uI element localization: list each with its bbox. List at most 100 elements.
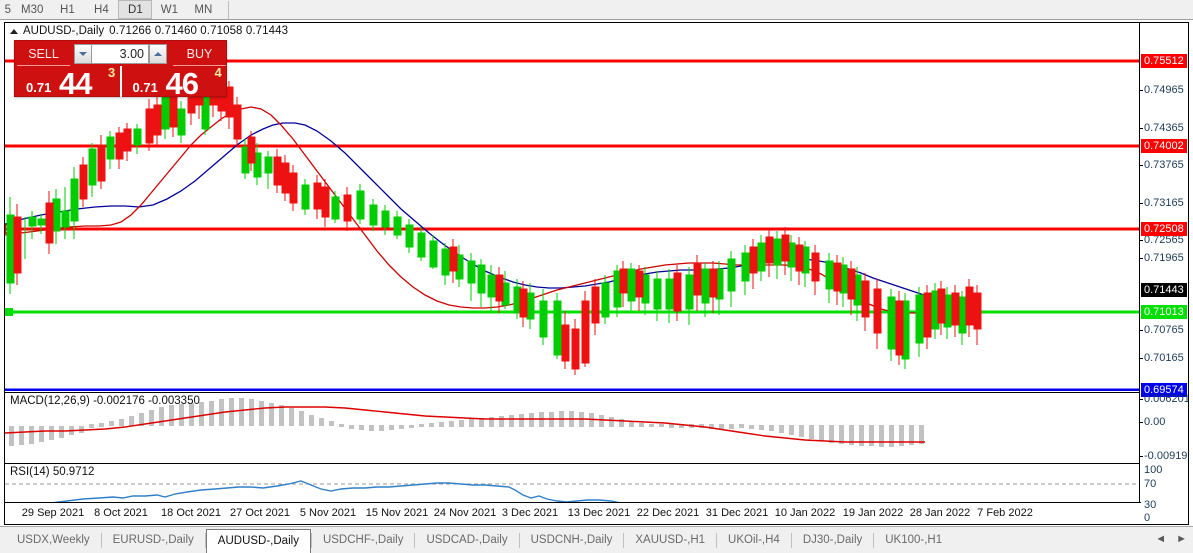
date-axis-label: 8 Oct 2021: [94, 507, 148, 519]
price-tick-label: 0.74965: [1140, 84, 1184, 96]
date-axis-label: 3 Dec 2021: [501, 507, 559, 519]
sell-price-quote[interactable]: 0.71 44 3: [15, 66, 120, 97]
tab-separator: [623, 532, 625, 548]
symbol-tab[interactable]: UKOil-,H4: [728, 534, 780, 546]
date-axis-label: 5 Nov 2021: [299, 507, 357, 519]
buy-price-quote[interactable]: 0.71 46 4: [119, 66, 227, 97]
ma-fast-line: [5, 106, 929, 314]
volume-input[interactable]: 3.00: [92, 43, 149, 64]
price-tick-label: 0.73165: [1140, 197, 1184, 209]
tab-separator: [310, 532, 312, 548]
date-axis-label: 27 Oct 2021: [230, 507, 290, 519]
triangle-up-icon[interactable]: [10, 28, 18, 34]
chart-symbol-period: AUDUSD-,Daily: [23, 25, 105, 37]
timeframe-button-mn[interactable]: MN: [194, 3, 213, 16]
timeframe-button-5[interactable]: 5: [4, 3, 11, 16]
macd-scale-label: -0.009197: [1140, 450, 1188, 462]
symbol-tab[interactable]: USDCNH-,Daily: [530, 534, 613, 546]
date-axis-label: 31 Dec 2021: [705, 507, 769, 519]
macd-label: MACD(12,26,9) -0.002176 -0.003350: [10, 395, 200, 407]
timeframe-button-w1[interactable]: W1: [160, 3, 178, 16]
date-axis-label: 19 Jan 2022: [842, 507, 904, 519]
price-tick-label: 0.71965: [1140, 252, 1184, 264]
trade-panel-top-row: SELL 3.00 BUY: [15, 41, 226, 66]
price-tick-label: 0.70165: [1140, 352, 1184, 364]
macd-plot: [5, 398, 925, 447]
tab-separator: [716, 532, 718, 548]
price-pane[interactable]: [5, 39, 1141, 391]
price-tag-black[interactable]: 0.71443: [1141, 283, 1187, 297]
tab-separator: [790, 532, 792, 548]
candlestick-series: [6, 71, 982, 375]
date-axis-label: 13 Dec 2021: [567, 507, 631, 519]
price-tag-red[interactable]: 0.72508: [1141, 222, 1187, 236]
symbol-tab[interactable]: DJ30-,Daily: [802, 534, 863, 546]
rsi-scale-label: 70: [1144, 478, 1157, 490]
symbol-tab[interactable]: EURUSD-,Daily: [112, 534, 194, 546]
timeframe-toolbar: 5 M30 H1 H4 D1 W1 MN: [0, 0, 1193, 20]
rsi-scale-label: 30: [1144, 499, 1157, 511]
chevron-up-icon: [154, 51, 162, 56]
symbol-tab[interactable]: UK100-,H1: [885, 534, 943, 546]
timeframe-button-h1[interactable]: H1: [60, 3, 75, 16]
rsi-scale-label: 100: [1144, 464, 1163, 476]
chevron-down-icon: [79, 51, 87, 56]
date-axis-label: 29 Sep 2021: [21, 507, 85, 519]
symbol-tab[interactable]: USDCAD-,Daily: [426, 534, 508, 546]
date-axis-label: 28 Jan 2022: [909, 507, 971, 519]
symbol-tab[interactable]: USDCHF-,Daily: [322, 534, 404, 546]
chart-frame: AUDUSD-,Daily 0.71266 0.71460 0.71058 0.…: [4, 22, 1189, 525]
macd-pane[interactable]: MACD(12,26,9) -0.002176 -0.003350: [5, 392, 1141, 462]
date-axis-label: 7 Feb 2022: [977, 507, 1033, 519]
one-click-trading-panel: SELL 3.00 BUY 0.71 44 3: [14, 40, 227, 97]
tab-separator: [100, 532, 102, 548]
date-axis-label: 18 Oct 2021: [161, 507, 221, 519]
chart-ohlc-values: 0.71266 0.71460 0.71058 0.71443: [109, 25, 289, 37]
price-tick-label: 0.73765: [1140, 159, 1184, 171]
price-tick-label: 0.72565: [1140, 234, 1184, 246]
buy-price-main: 46: [165, 66, 199, 97]
trade-panel-prices: 0.71 44 3 0.71 46 4: [15, 66, 226, 97]
price-tick-label: 0.70765: [1140, 324, 1184, 336]
timeframe-button-d1[interactable]: D1: [118, 0, 153, 19]
toolbar-separator: [228, 0, 230, 19]
rsi-scale-label: 0: [1144, 512, 1151, 524]
price-axis[interactable]: 0.74965 0.74365 0.73765 0.73165 0.72565 0.719…: [1139, 23, 1188, 524]
date-axis-label: 24 Nov 2021: [433, 507, 497, 519]
tab-nav-buttons: ◄ ►: [1155, 533, 1187, 545]
symbol-tab[interactable]: AUDUSD-,Daily: [205, 528, 311, 553]
macd-scale-label: 0.006201: [1140, 393, 1189, 405]
buy-price-fraction: 4: [214, 66, 222, 80]
date-axis-label: 22 Dec 2021: [636, 507, 700, 519]
sell-button[interactable]: SELL: [17, 43, 70, 66]
macd-signal-line: [5, 406, 925, 443]
chevron-right-icon[interactable]: ►: [1176, 533, 1187, 545]
buy-price-prefix: 0.71: [132, 80, 158, 95]
price-tag-blue[interactable]: 0.69574: [1141, 383, 1187, 397]
symbol-tab[interactable]: USDX,Weekly: [17, 534, 90, 546]
price-tag-green[interactable]: 0.71013: [1141, 305, 1187, 319]
price-tag-red[interactable]: 0.74002: [1141, 139, 1187, 153]
sell-price-prefix: 0.71: [26, 80, 52, 95]
tab-separator: [518, 532, 520, 548]
date-axis-label: 15 Nov 2021: [365, 507, 429, 519]
symbol-tab-bar: USDX,Weekly EURUSD-,Daily AUDUSD-,Daily USD…: [0, 526, 1193, 553]
macd-scale-label: 0.00: [1139, 416, 1166, 428]
volume-stepper[interactable]: 3.00: [74, 43, 167, 64]
timeframe-button-h4[interactable]: H4: [94, 3, 109, 16]
sell-price-fraction: 3: [108, 66, 116, 80]
volume-increment-button[interactable]: [149, 43, 167, 64]
price-tick-label: 0.74365: [1140, 122, 1184, 134]
symbol-tab[interactable]: XAUUSD-,H1: [635, 534, 706, 546]
volume-decrement-button[interactable]: [74, 43, 92, 64]
rsi-label: RSI(14) 50.9712: [10, 466, 95, 478]
tab-separator: [873, 532, 875, 548]
timeframe-button-m30[interactable]: M30: [21, 3, 44, 16]
chevron-left-icon[interactable]: ◄: [1155, 533, 1167, 545]
sell-price-main: 44: [59, 66, 92, 97]
chart-header: AUDUSD-,Daily 0.71266 0.71460 0.71058 0.…: [5, 23, 1188, 39]
price-tag-red[interactable]: 0.75512: [1141, 54, 1187, 68]
date-axis-label: 10 Jan 2022: [774, 507, 836, 519]
buy-button[interactable]: BUY: [173, 43, 226, 66]
